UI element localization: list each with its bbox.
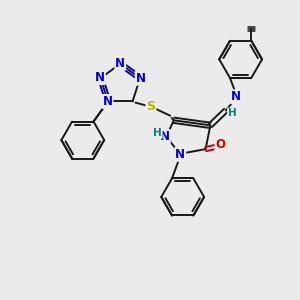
Text: S: S (146, 100, 155, 113)
Text: N: N (175, 148, 185, 161)
Text: H: H (228, 108, 237, 118)
Text: N: N (115, 57, 125, 70)
Text: N: N (160, 130, 170, 143)
Text: N: N (103, 95, 112, 108)
Text: N: N (136, 72, 146, 85)
Text: O: O (215, 138, 225, 152)
Text: N: N (231, 90, 241, 103)
Text: H: H (153, 128, 162, 138)
Text: N: N (95, 71, 105, 84)
